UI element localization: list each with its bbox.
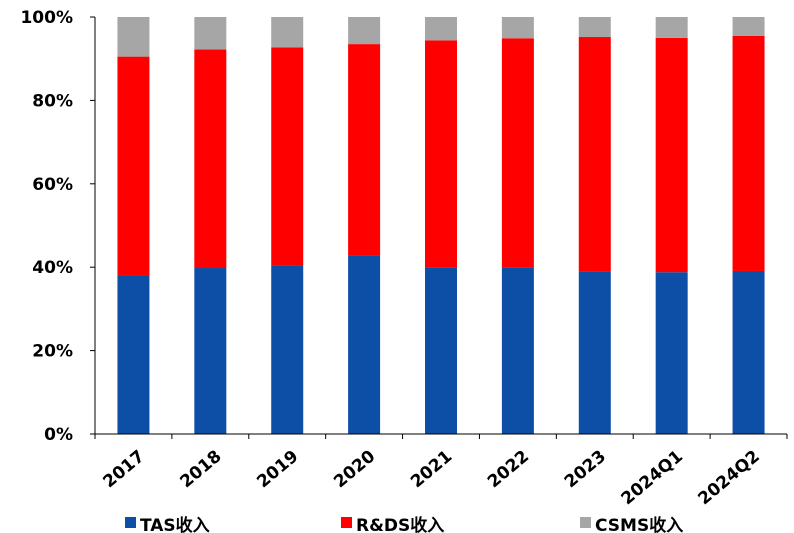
x-tick-label: 2024Q2 [695, 447, 764, 510]
legend-swatch [580, 517, 591, 528]
axes [94, 17, 788, 439]
bar-segment [117, 17, 150, 57]
legend-label: CSMS收入 [595, 515, 683, 533]
bar-segment [732, 35, 765, 271]
bar-segment [271, 17, 304, 48]
bar-segment [348, 17, 381, 45]
y-tick-label: 80% [32, 91, 73, 111]
bar-segment [501, 38, 534, 268]
y-tick-label: 100% [20, 8, 73, 28]
legend-swatch [341, 517, 352, 528]
legend-label: TAS收入 [140, 515, 210, 533]
y-tick-label: 20% [32, 342, 73, 362]
bar-segment [578, 37, 611, 272]
bar-segment [578, 271, 611, 434]
x-tick-label: 2017 [100, 447, 149, 493]
x-tick-label: 2022 [484, 447, 533, 493]
bar-segment [271, 47, 304, 266]
bar-segment [425, 40, 457, 268]
bar-segment [194, 268, 227, 434]
legend-label: R&DS收入 [356, 515, 444, 533]
y-tick-label: 0% [44, 425, 73, 445]
bar-segment [194, 49, 227, 269]
bars [117, 17, 765, 434]
bar-segment [271, 265, 304, 434]
x-tick-label: 2020 [330, 446, 379, 492]
bar-segment [501, 267, 534, 434]
y-tick-label: 40% [32, 258, 73, 278]
bar-segment [501, 17, 534, 39]
bar-segment [425, 267, 457, 434]
x-tick-label: 2023 [561, 447, 610, 493]
bar-segment [578, 17, 611, 38]
legend: TAS收入 R&DS收入 CSMS收入 [125, 515, 683, 533]
y-tick-label: 60% [32, 175, 73, 195]
bar-segment [348, 44, 381, 256]
bar-segment [425, 17, 457, 41]
legend-swatch [125, 517, 136, 528]
bar-segment [117, 56, 150, 276]
bar-segment [732, 17, 765, 36]
bar-segment [194, 17, 227, 50]
x-tick-label: 2021 [407, 447, 456, 493]
x-tick-label: 2018 [176, 447, 225, 493]
x-tick-label: 2019 [253, 447, 302, 493]
x-axis-ticks: 2017 2018 2019 2020 2021 2022 2023 2024Q1 2024Q2 [100, 446, 764, 509]
bar-segment [117, 275, 150, 434]
x-tick-label: 2024Q1 [618, 447, 687, 510]
y-axis-ticks: 0% 20% 40% 60% 80% 100% [20, 8, 95, 445]
bar-segment [655, 272, 688, 434]
bar-segment [732, 270, 765, 434]
bar-segment [348, 255, 381, 434]
bar-segment [655, 37, 688, 273]
bar-segment [655, 17, 688, 38]
